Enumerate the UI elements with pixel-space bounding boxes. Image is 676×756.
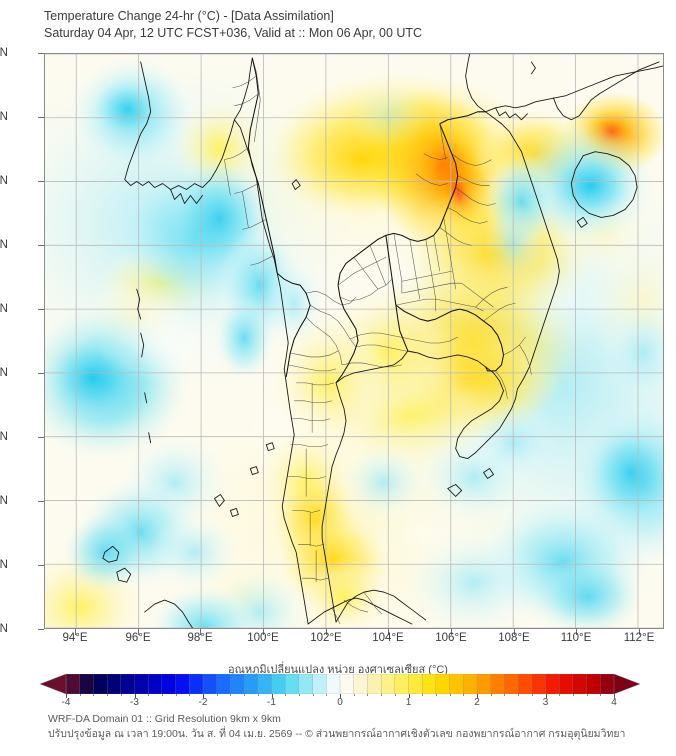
ytick-label: 4°N — [0, 623, 8, 635]
colorbar-minor-tick — [326, 694, 328, 696]
colorbar-major-tick — [477, 694, 478, 698]
colorbar-minor-tick — [463, 694, 465, 696]
colorbar-minor-tick — [367, 694, 369, 696]
colorbar-tick-label: 4 — [611, 697, 617, 708]
page-subtitle: Saturday 04 Apr, 12 UTC FCST+036, Valid … — [44, 26, 423, 40]
xtick-label: 96°E — [125, 632, 151, 644]
colorbar-minor-tick — [422, 694, 424, 696]
colorbar-minor-tick — [600, 694, 602, 696]
footer-domain-line: WRF-DA Domain 01 :: Grid Resolution 9km … — [48, 713, 281, 725]
temperature-anomaly-field — [45, 54, 663, 628]
colorbar-minor-tick — [518, 694, 520, 696]
colorbar-minor-tick — [394, 694, 396, 696]
colorbar-major-tick — [66, 694, 67, 698]
colorbar-minor-tick — [353, 694, 355, 696]
coastline-and-border-overlay — [102, 54, 663, 628]
colorbar-minor-tick — [559, 694, 561, 696]
colorbar-major-tick — [203, 694, 204, 698]
ytick-label: 22°N — [0, 47, 8, 59]
colorbar-minor-tick — [230, 694, 232, 696]
colorbar-minor-tick — [572, 694, 574, 696]
colorbar-major-tick — [134, 694, 136, 698]
colorbar-major-tick — [545, 694, 547, 698]
ytick-label: 14°N — [0, 303, 8, 315]
colorbar-minor-tick — [120, 694, 122, 696]
colorbar-minor-tick — [93, 694, 95, 696]
colorbar-title: อุณหภูมิเปลี่ยนแปลง หน่วย องศาเซลเซียส (… — [228, 664, 448, 676]
colorbar-minor-tick — [257, 694, 259, 696]
colorbar-minor-tick — [148, 694, 150, 696]
colorbar-minor-tick — [449, 694, 451, 696]
colorbar-major-tick — [340, 694, 341, 698]
xtick-label: 106°E — [435, 632, 467, 644]
colorbar-tick-label: 3 — [542, 697, 549, 708]
colorbar-tick-label: 0 — [337, 697, 343, 708]
ytick-label: 20°N — [0, 111, 8, 123]
colorbar-minor-tick — [161, 694, 163, 696]
colorbar-minor-tick — [381, 694, 383, 696]
ytick-label: 10°N — [0, 431, 8, 443]
colorbar-minor-tick — [244, 694, 246, 696]
xtick-label: 112°E — [623, 632, 655, 644]
xtick-label: 108°E — [498, 632, 530, 644]
xtick-label: 98°E — [187, 632, 213, 644]
colorbar-minor-tick — [490, 694, 492, 696]
colorbar-minor-tick — [312, 694, 314, 696]
colorbar-minor-tick — [298, 694, 300, 696]
colorbar-tick-label: 2 — [474, 697, 480, 708]
map-plot-area — [44, 53, 664, 629]
colorbar-major-tick — [408, 694, 410, 698]
ytick-label: 16°N — [0, 239, 8, 251]
footer-credit-line: ปรับปรุงข้อมูล ณ เวลา 19:00น. วัน ส. ที่… — [48, 728, 626, 740]
colorbar-tick-label: -2 — [198, 697, 208, 708]
xtick-label: 100°E — [247, 632, 279, 644]
colorbar-tick-label: 1 — [405, 697, 412, 708]
colorbar-minor-tick — [175, 694, 177, 696]
colorbar-tick-label: -4 — [61, 697, 71, 708]
xtick-label: 104°E — [372, 632, 404, 644]
colorbar-minor-tick — [79, 694, 81, 696]
title-block: Temperature Change 24-hr (°C) - [Data As… — [44, 8, 644, 42]
colorbar-tick-label: -3 — [130, 697, 139, 708]
ytick-label: 18°N — [0, 175, 8, 187]
colorbar-minor-tick — [107, 694, 109, 696]
colorbar-minor-tick — [504, 694, 506, 696]
colorbar-major-tick — [271, 694, 273, 698]
xtick-label: 102°E — [310, 632, 342, 644]
xtick-label: 94°E — [62, 632, 88, 644]
page-title: Temperature Change 24-hr (°C) - [Data As… — [44, 9, 334, 23]
colorbar-gradient — [40, 674, 640, 694]
ytick-label: 12°N — [0, 367, 8, 379]
colorbar-minor-tick — [216, 694, 218, 696]
colorbar-minor-tick — [531, 694, 533, 696]
ytick-label: 6°N — [0, 559, 8, 571]
colorbar-minor-tick — [435, 694, 437, 696]
colorbar-minor-tick — [586, 694, 588, 696]
colorbar-minor-tick — [189, 694, 191, 696]
xtick-label: 110°E — [560, 632, 592, 644]
colorbar-major-tick — [614, 694, 615, 698]
ytick-label: 8°N — [0, 495, 8, 507]
colorbar: อุณหภูมิเปลี่ยนแปลง หน่วย องศาเซลเซียส (… — [0, 660, 676, 708]
colorbar-minor-tick — [285, 694, 287, 696]
colorbar-tick-label: -1 — [267, 697, 276, 708]
footer-block: WRF-DA Domain 01 :: Grid Resolution 9km … — [48, 712, 668, 742]
